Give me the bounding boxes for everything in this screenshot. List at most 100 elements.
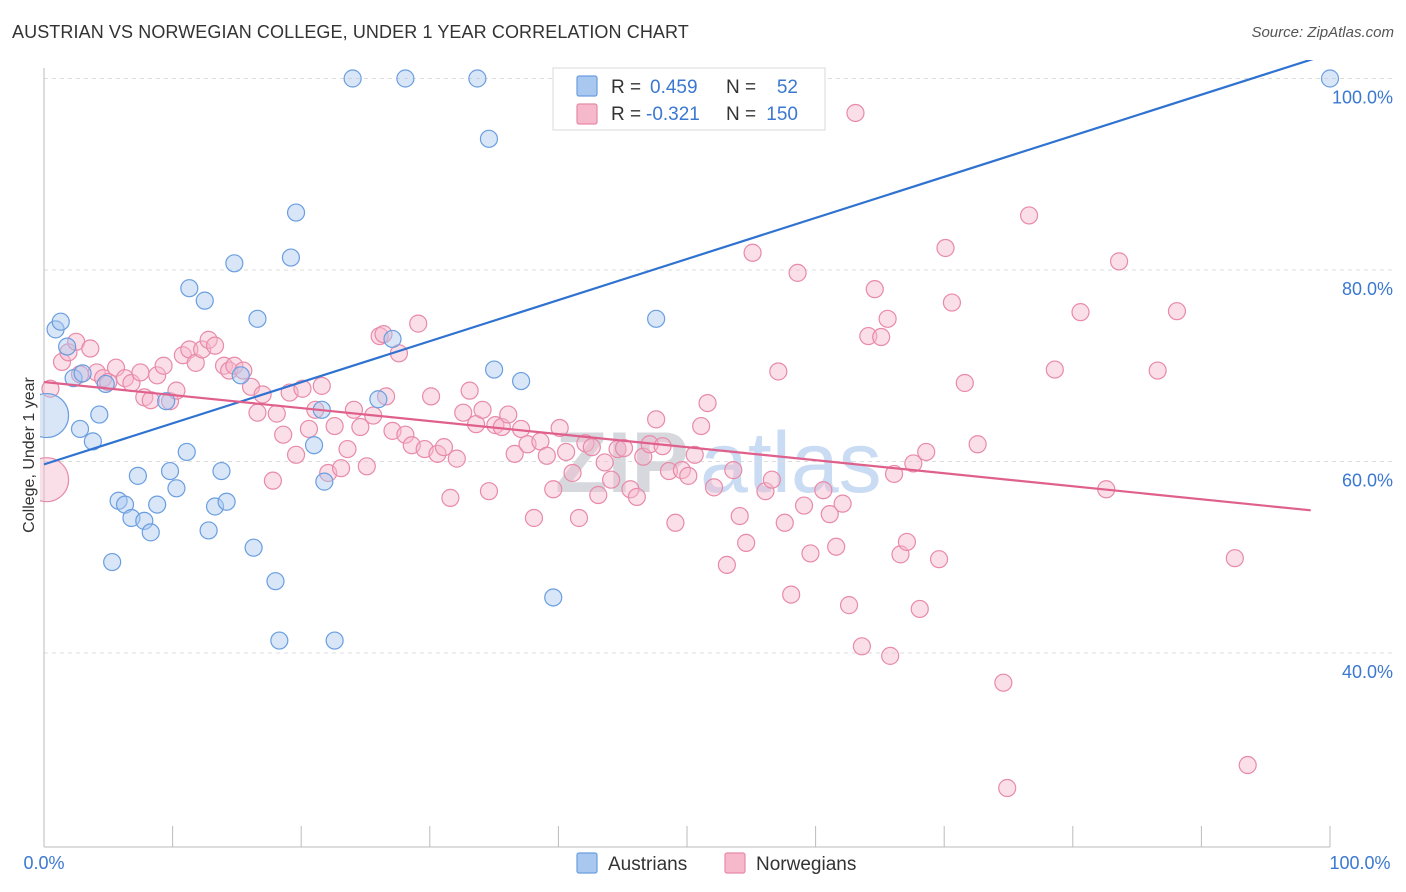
point-norwegians-143 <box>1071 303 1090 322</box>
point-austrians-3 <box>58 337 77 356</box>
point-norwegians-110 <box>762 470 781 489</box>
point-austrians-2 <box>51 312 70 331</box>
legend-n-label-austrians: N = <box>726 77 756 98</box>
point-austrians-0 <box>40 392 70 439</box>
point-norwegians-142 <box>1045 360 1064 379</box>
legend-r-value-norwegians: -0.321 <box>646 104 700 125</box>
point-norwegians-13 <box>131 363 150 382</box>
point-norwegians-72 <box>505 444 524 463</box>
point-norwegians-133 <box>910 599 929 619</box>
point-norwegians-140 <box>994 673 1013 692</box>
y-axis-label: College, Under 1 year <box>21 377 38 533</box>
point-austrians-15 <box>135 511 154 530</box>
point-norwegians-18 <box>160 392 180 411</box>
point-norwegians-29 <box>234 361 253 380</box>
point-norwegians-96 <box>659 461 679 481</box>
y-tick-label-60: 60.0% <box>1342 471 1393 491</box>
point-norwegians-125 <box>865 280 884 299</box>
point-austrians-18 <box>157 392 176 411</box>
point-norwegians-75 <box>524 508 544 528</box>
legend-swatch-norwegians <box>576 103 598 125</box>
point-norwegians-146 <box>1148 361 1167 380</box>
point-austrians-28 <box>225 254 244 273</box>
legend-n-value-norwegians: 150 <box>766 104 798 125</box>
point-norwegians-67 <box>473 400 492 419</box>
point-norwegians-86 <box>595 453 614 472</box>
series-legend: Austrians Norwegians <box>576 852 856 875</box>
point-norwegians-87 <box>602 470 621 489</box>
point-norwegians-145 <box>1109 252 1129 271</box>
point-norwegians-89 <box>614 438 634 458</box>
point-austrians-39 <box>325 631 344 650</box>
point-norwegians-85 <box>589 485 608 505</box>
point-norwegians-116 <box>801 544 820 563</box>
point-austrians-8 <box>90 405 109 424</box>
point-norwegians-101 <box>692 416 711 436</box>
point-norwegians-129 <box>884 464 904 484</box>
point-norwegians-81 <box>563 463 582 483</box>
point-austrians-41 <box>369 390 388 409</box>
point-norwegians-138 <box>955 373 974 393</box>
point-norwegians-149 <box>1238 755 1257 775</box>
point-austrians-30 <box>244 538 263 557</box>
point-austrians-47 <box>512 371 531 391</box>
point-norwegians-51 <box>374 325 393 344</box>
series-legend-swatch-norwegians <box>724 852 746 874</box>
series-legend-swatch-austrians <box>576 852 598 874</box>
point-austrians-19 <box>160 461 180 481</box>
point-norwegians-41 <box>312 376 331 395</box>
point-norwegians-47 <box>351 417 370 437</box>
point-norwegians-79 <box>550 418 569 438</box>
point-norwegians-25 <box>205 336 225 355</box>
point-norwegians-31 <box>248 403 267 422</box>
point-norwegians-136 <box>936 238 955 258</box>
point-austrians-33 <box>270 631 289 650</box>
point-norwegians-100 <box>685 445 704 464</box>
point-norwegians-17 <box>154 356 173 375</box>
legend-r-label-norwegians: R = <box>611 104 641 125</box>
point-norwegians-61 <box>434 438 454 457</box>
point-norwegians-82 <box>569 508 589 528</box>
point-austrians-51 <box>1320 69 1340 88</box>
point-norwegians-48 <box>357 457 376 476</box>
point-norwegians-107 <box>737 533 756 552</box>
point-norwegians-126 <box>872 327 891 347</box>
y-tick-label-100: 100.0% <box>1332 88 1393 108</box>
point-austrians-40 <box>343 69 362 88</box>
point-norwegians-57 <box>409 314 428 333</box>
point-austrians-4 <box>64 369 83 388</box>
point-norwegians-104 <box>717 555 736 575</box>
point-norwegians-62 <box>441 488 460 507</box>
series-legend-label-austrians: Austrians <box>608 854 687 875</box>
point-norwegians-127 <box>878 309 897 328</box>
point-austrians-22 <box>180 279 199 298</box>
point-norwegians-33 <box>263 471 283 490</box>
point-austrians-31 <box>248 309 267 328</box>
point-norwegians-108 <box>743 243 762 262</box>
point-austrians-16 <box>141 523 160 542</box>
point-norwegians-119 <box>827 537 846 556</box>
point-austrians-17 <box>148 495 167 514</box>
chart-title: AUSTRIAN VS NORWEGIAN COLLEGE, UNDER 1 Y… <box>12 22 689 42</box>
data-points <box>40 69 1340 798</box>
point-norwegians-112 <box>775 513 794 532</box>
point-norwegians-111 <box>769 362 788 381</box>
trend-line-austrians <box>43 60 1314 466</box>
point-austrians-48 <box>544 588 563 607</box>
trend-lines <box>43 60 1314 512</box>
y-tick-label-40: 40.0% <box>1342 662 1393 682</box>
point-norwegians-60 <box>428 444 447 463</box>
point-norwegians-80 <box>557 442 576 462</box>
point-norwegians-28 <box>225 356 244 375</box>
point-austrians-46 <box>485 360 504 379</box>
series-legend-label-norwegians: Norwegians <box>756 854 856 875</box>
point-austrians-10 <box>103 552 122 572</box>
point-austrians-23 <box>195 291 214 310</box>
point-austrians-5 <box>73 364 92 383</box>
point-norwegians-94 <box>647 410 666 429</box>
point-austrians-35 <box>286 203 306 222</box>
point-norwegians-78 <box>544 480 563 499</box>
stats-legend: R = 0.459 N = 52 R = -0.321 N = 150 <box>552 67 826 131</box>
point-austrians-20 <box>167 479 186 498</box>
